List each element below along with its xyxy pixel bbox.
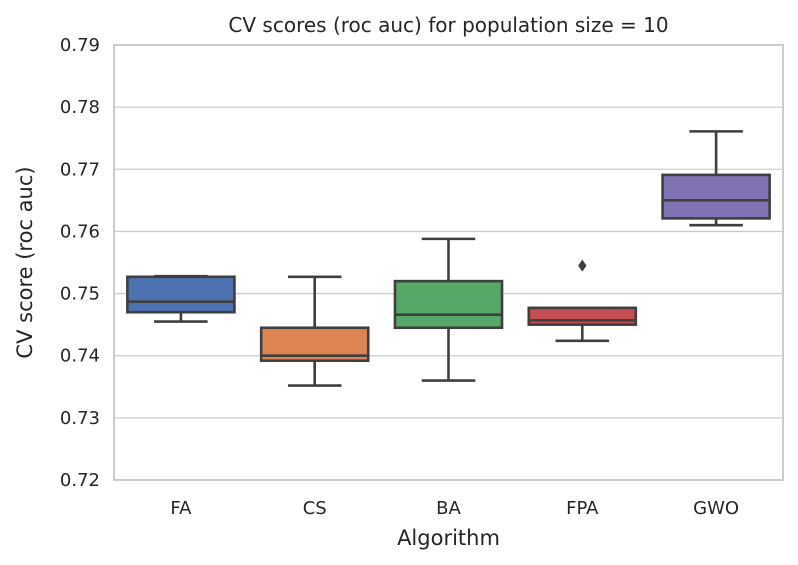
chart-title: CV scores (roc auc) for population size … bbox=[228, 13, 668, 37]
x-tick-label: BA bbox=[436, 498, 461, 519]
y-tick-label: 0.72 bbox=[60, 470, 100, 491]
y-tick-label: 0.74 bbox=[60, 346, 100, 367]
y-tick-labels: 0.72 0.73 0.74 0.75 0.76 0.77 0.78 0.79 bbox=[60, 35, 100, 491]
y-tick-label: 0.77 bbox=[60, 159, 100, 180]
box-body bbox=[126, 275, 236, 314]
box-cs bbox=[259, 275, 370, 387]
box-gwo bbox=[661, 130, 771, 227]
x-axis-label: Algorithm bbox=[397, 526, 500, 550]
box-fa bbox=[126, 274, 236, 323]
outlier-point bbox=[578, 259, 587, 272]
y-tick-label: 0.76 bbox=[60, 221, 100, 242]
x-tick-label: GWO bbox=[693, 498, 739, 519]
boxes bbox=[126, 130, 771, 387]
x-tick-label: FA bbox=[170, 498, 192, 519]
x-tick-label: CS bbox=[303, 498, 327, 519]
box-ba bbox=[393, 237, 504, 382]
box-body bbox=[661, 173, 771, 220]
y-tick-label: 0.78 bbox=[60, 97, 100, 118]
x-tick-labels: FA CS BA FPA GWO bbox=[170, 498, 739, 519]
y-axis-label: CV score (roc auc) bbox=[13, 166, 37, 358]
plot-frame bbox=[113, 44, 784, 481]
y-tick-label: 0.75 bbox=[60, 284, 100, 305]
x-tick-label: FPA bbox=[566, 498, 599, 519]
box-body bbox=[393, 279, 504, 330]
y-tick-label: 0.79 bbox=[60, 35, 100, 56]
box-fpa bbox=[527, 259, 638, 343]
y-tick-label: 0.73 bbox=[60, 408, 100, 429]
box-body bbox=[527, 306, 638, 326]
